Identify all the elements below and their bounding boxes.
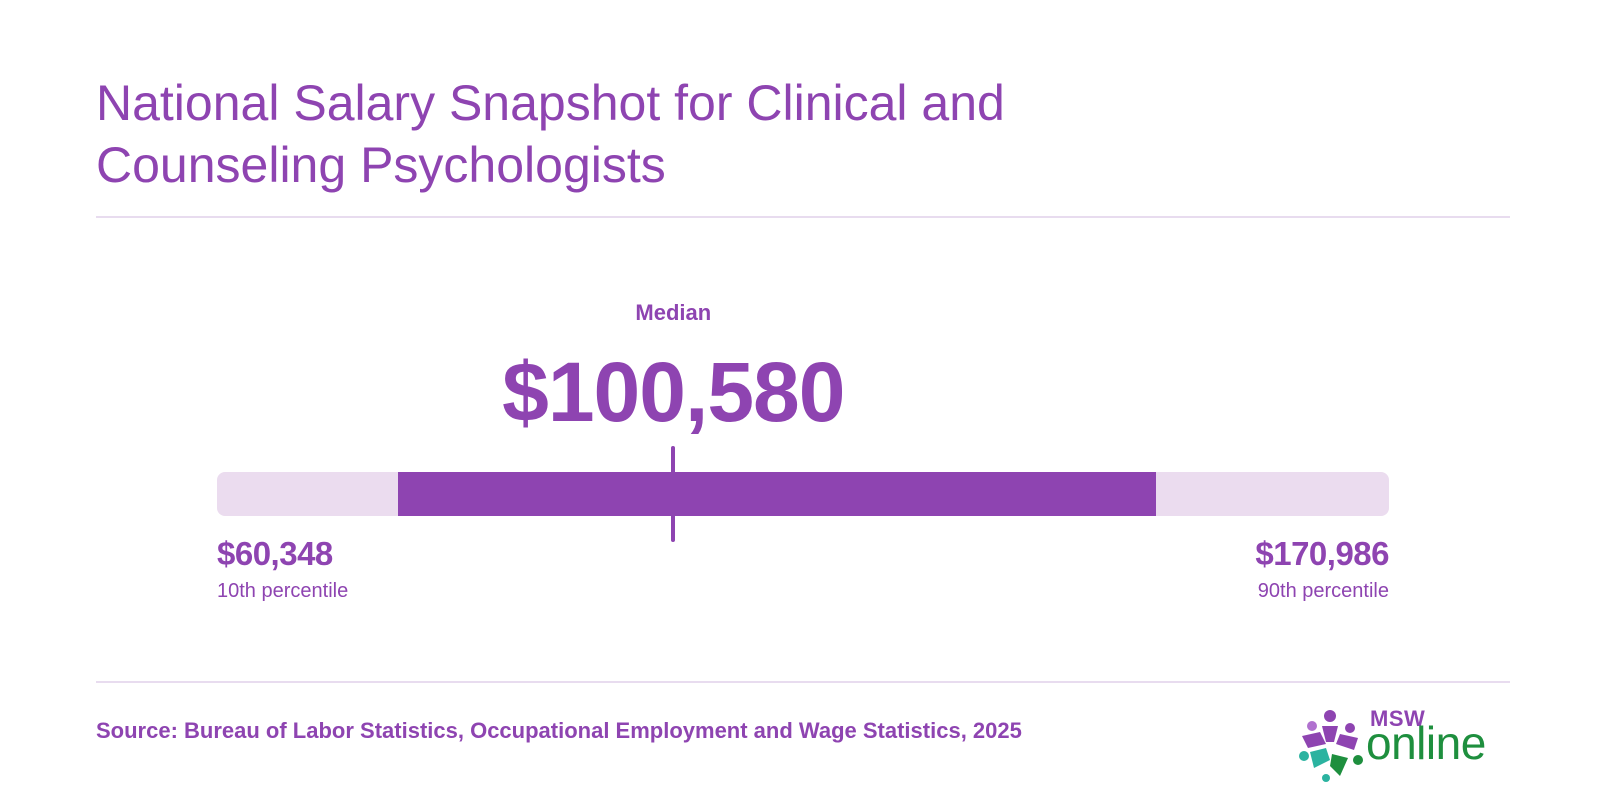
low-label: 10th percentile — [217, 580, 349, 602]
median-label: Median — [635, 300, 712, 325]
logo-text-msw: MSW — [1370, 706, 1426, 731]
logo-text-online: online — [1366, 717, 1486, 769]
bottom-divider — [96, 681, 1510, 683]
star-people-logo-icon — [1299, 710, 1363, 782]
high-value: $170,986 — [1255, 535, 1389, 572]
top-divider — [96, 216, 1510, 218]
percentile-range-bar — [397, 472, 1156, 516]
high-label: 90th percentile — [1257, 580, 1389, 602]
msw-online-logo: MSW online — [1296, 702, 1512, 782]
low-value: $60,348 — [217, 535, 333, 572]
source-note: Source: Bureau of Labor Statistics, Occu… — [96, 718, 1022, 743]
median-marker — [671, 446, 676, 542]
median-value: $100,580 — [502, 345, 845, 439]
page-title: National Salary Snapshot for Clinical an… — [96, 75, 1005, 193]
